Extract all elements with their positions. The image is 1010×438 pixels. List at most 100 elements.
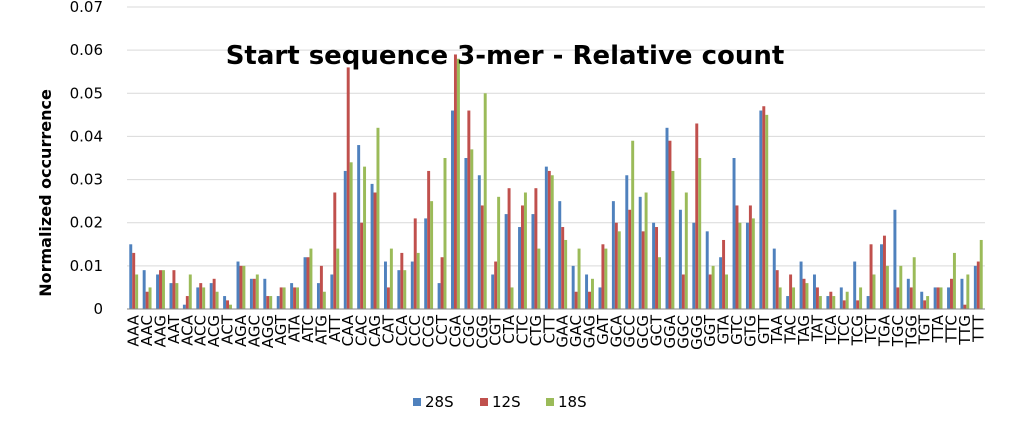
bar-28s-cgc: [464, 158, 468, 309]
bar-28s-gta: [719, 257, 723, 309]
bar-18s-gca: [617, 231, 621, 309]
bar-12s-cta: [507, 188, 511, 309]
bar-18s-aac: [148, 287, 152, 309]
bar-12s-tat: [815, 287, 819, 309]
bar-12s-ggc: [681, 274, 685, 309]
x-tick-label: AGA: [232, 314, 250, 347]
bar-18s-gcc: [631, 140, 635, 309]
bar-12s-cac: [360, 222, 364, 309]
bar-28s-gtc: [732, 158, 736, 309]
bar-28s-ctt: [544, 166, 548, 309]
bar-18s-agg: [269, 296, 273, 309]
bar-18s-cta: [510, 287, 514, 309]
x-tick-label: CTA: [500, 314, 518, 343]
bar-12s-gct: [655, 227, 659, 309]
bar-12s-ccg: [427, 170, 431, 309]
bar-18s-cac: [363, 166, 367, 309]
bar-28s-aat: [169, 283, 173, 309]
legend-label-18s: 18S: [558, 393, 587, 411]
bar-28s-cgg: [477, 175, 481, 309]
bar-28s-tct: [866, 296, 870, 309]
x-tick-label: GTG: [741, 315, 759, 347]
bar-18s-gcg: [644, 192, 648, 309]
x-tick-label: CAA: [339, 314, 357, 346]
bar-12s-acg: [212, 278, 216, 309]
bar-28s-cca: [397, 270, 401, 309]
bar-12s-cgt: [494, 261, 498, 309]
bar-12s-ctg: [534, 188, 538, 309]
bar-28s-ctc: [518, 227, 522, 309]
x-tick-label: AAA: [125, 314, 143, 346]
x-tick-label: GGC: [674, 315, 692, 349]
bar-28s-gga: [665, 127, 669, 309]
bar-28s-gat: [598, 287, 602, 309]
bar-28s-gcg: [638, 196, 642, 309]
x-tick-label: TAA: [768, 314, 786, 345]
bar-28s-tca: [826, 296, 830, 309]
bar-18s-aat: [175, 283, 179, 309]
bar-12s-taa: [775, 270, 779, 309]
bar-28s-tgt: [920, 291, 924, 309]
bar-12s-ata: [293, 287, 297, 309]
bar-12s-ttc: [950, 278, 953, 309]
x-tick-label: TAG: [795, 315, 813, 346]
bar-18s-gag: [590, 278, 594, 309]
bar-12s-ggg: [695, 123, 699, 310]
x-tick-label: ATT: [326, 314, 344, 342]
bar-18s-tgc: [899, 265, 903, 309]
bar-18s-cgt: [497, 196, 501, 309]
bar-12s-tta: [936, 287, 940, 309]
bar-28s-taa: [772, 248, 776, 309]
bar-18s-gga: [671, 170, 675, 309]
bar-18s-tac: [792, 287, 796, 309]
bar-28s-gtg: [745, 222, 749, 309]
bar-12s-gat: [601, 244, 605, 309]
x-tick-label: ATC: [299, 315, 317, 343]
x-tick-label: TGC: [889, 315, 907, 347]
bar-18s-agc: [255, 274, 259, 309]
x-tick-label: AGC: [245, 315, 263, 347]
bar-28s-cta: [504, 214, 508, 309]
x-tick-label: TAC: [782, 315, 800, 344]
bar-18s-cca: [403, 270, 407, 309]
bar-18s-atg: [322, 291, 326, 309]
bar-18s-ttg: [966, 274, 970, 309]
bar-18s-ctg: [537, 248, 541, 309]
x-tick-label: TCA: [822, 314, 840, 345]
bar-12s-gcg: [641, 231, 645, 309]
bar-12s-cgg: [480, 205, 484, 309]
x-tick-label: GAG: [581, 315, 599, 348]
bar-12s-atc: [306, 257, 310, 309]
bar-18s-gtg: [751, 218, 755, 309]
bar-28s-cga: [451, 110, 454, 309]
bar-28s-aac: [142, 270, 146, 309]
bar-12s-tga: [882, 235, 886, 309]
bar-18s-att: [336, 248, 340, 309]
bar-28s-tat: [813, 274, 816, 309]
bar-18s-tct: [872, 274, 876, 309]
bar-18s-act: [229, 304, 232, 309]
bar-12s-ttg: [963, 304, 967, 309]
bar-12s-tgc: [896, 287, 900, 309]
bar-12s-gag: [588, 291, 591, 309]
bar-28s-act: [223, 296, 227, 309]
bar-28s-ttt: [973, 265, 977, 309]
bar-28s-atc: [303, 257, 307, 309]
legend-swatch-28s: [413, 398, 421, 406]
x-tick-label: TCC: [835, 315, 853, 345]
bar-12s-tac: [789, 274, 793, 309]
chart-title: Start sequence 3-mer - Relative count: [226, 41, 785, 71]
bar-28s-agc: [249, 278, 253, 309]
x-tick-label: CAT: [379, 314, 397, 344]
bar-28s-ccg: [424, 218, 428, 309]
x-tick-label: GCC: [621, 315, 639, 348]
bar-28s-gcc: [625, 175, 629, 309]
bar-18s-caa: [349, 162, 353, 309]
x-tick-label: CGT: [487, 314, 505, 346]
bar-18s-tcg: [859, 287, 863, 309]
bar-28s-aag: [156, 274, 160, 309]
x-tick-label: GCA: [607, 314, 625, 347]
bar-18s-gta: [725, 274, 728, 309]
bar-12s-agt: [279, 287, 283, 309]
